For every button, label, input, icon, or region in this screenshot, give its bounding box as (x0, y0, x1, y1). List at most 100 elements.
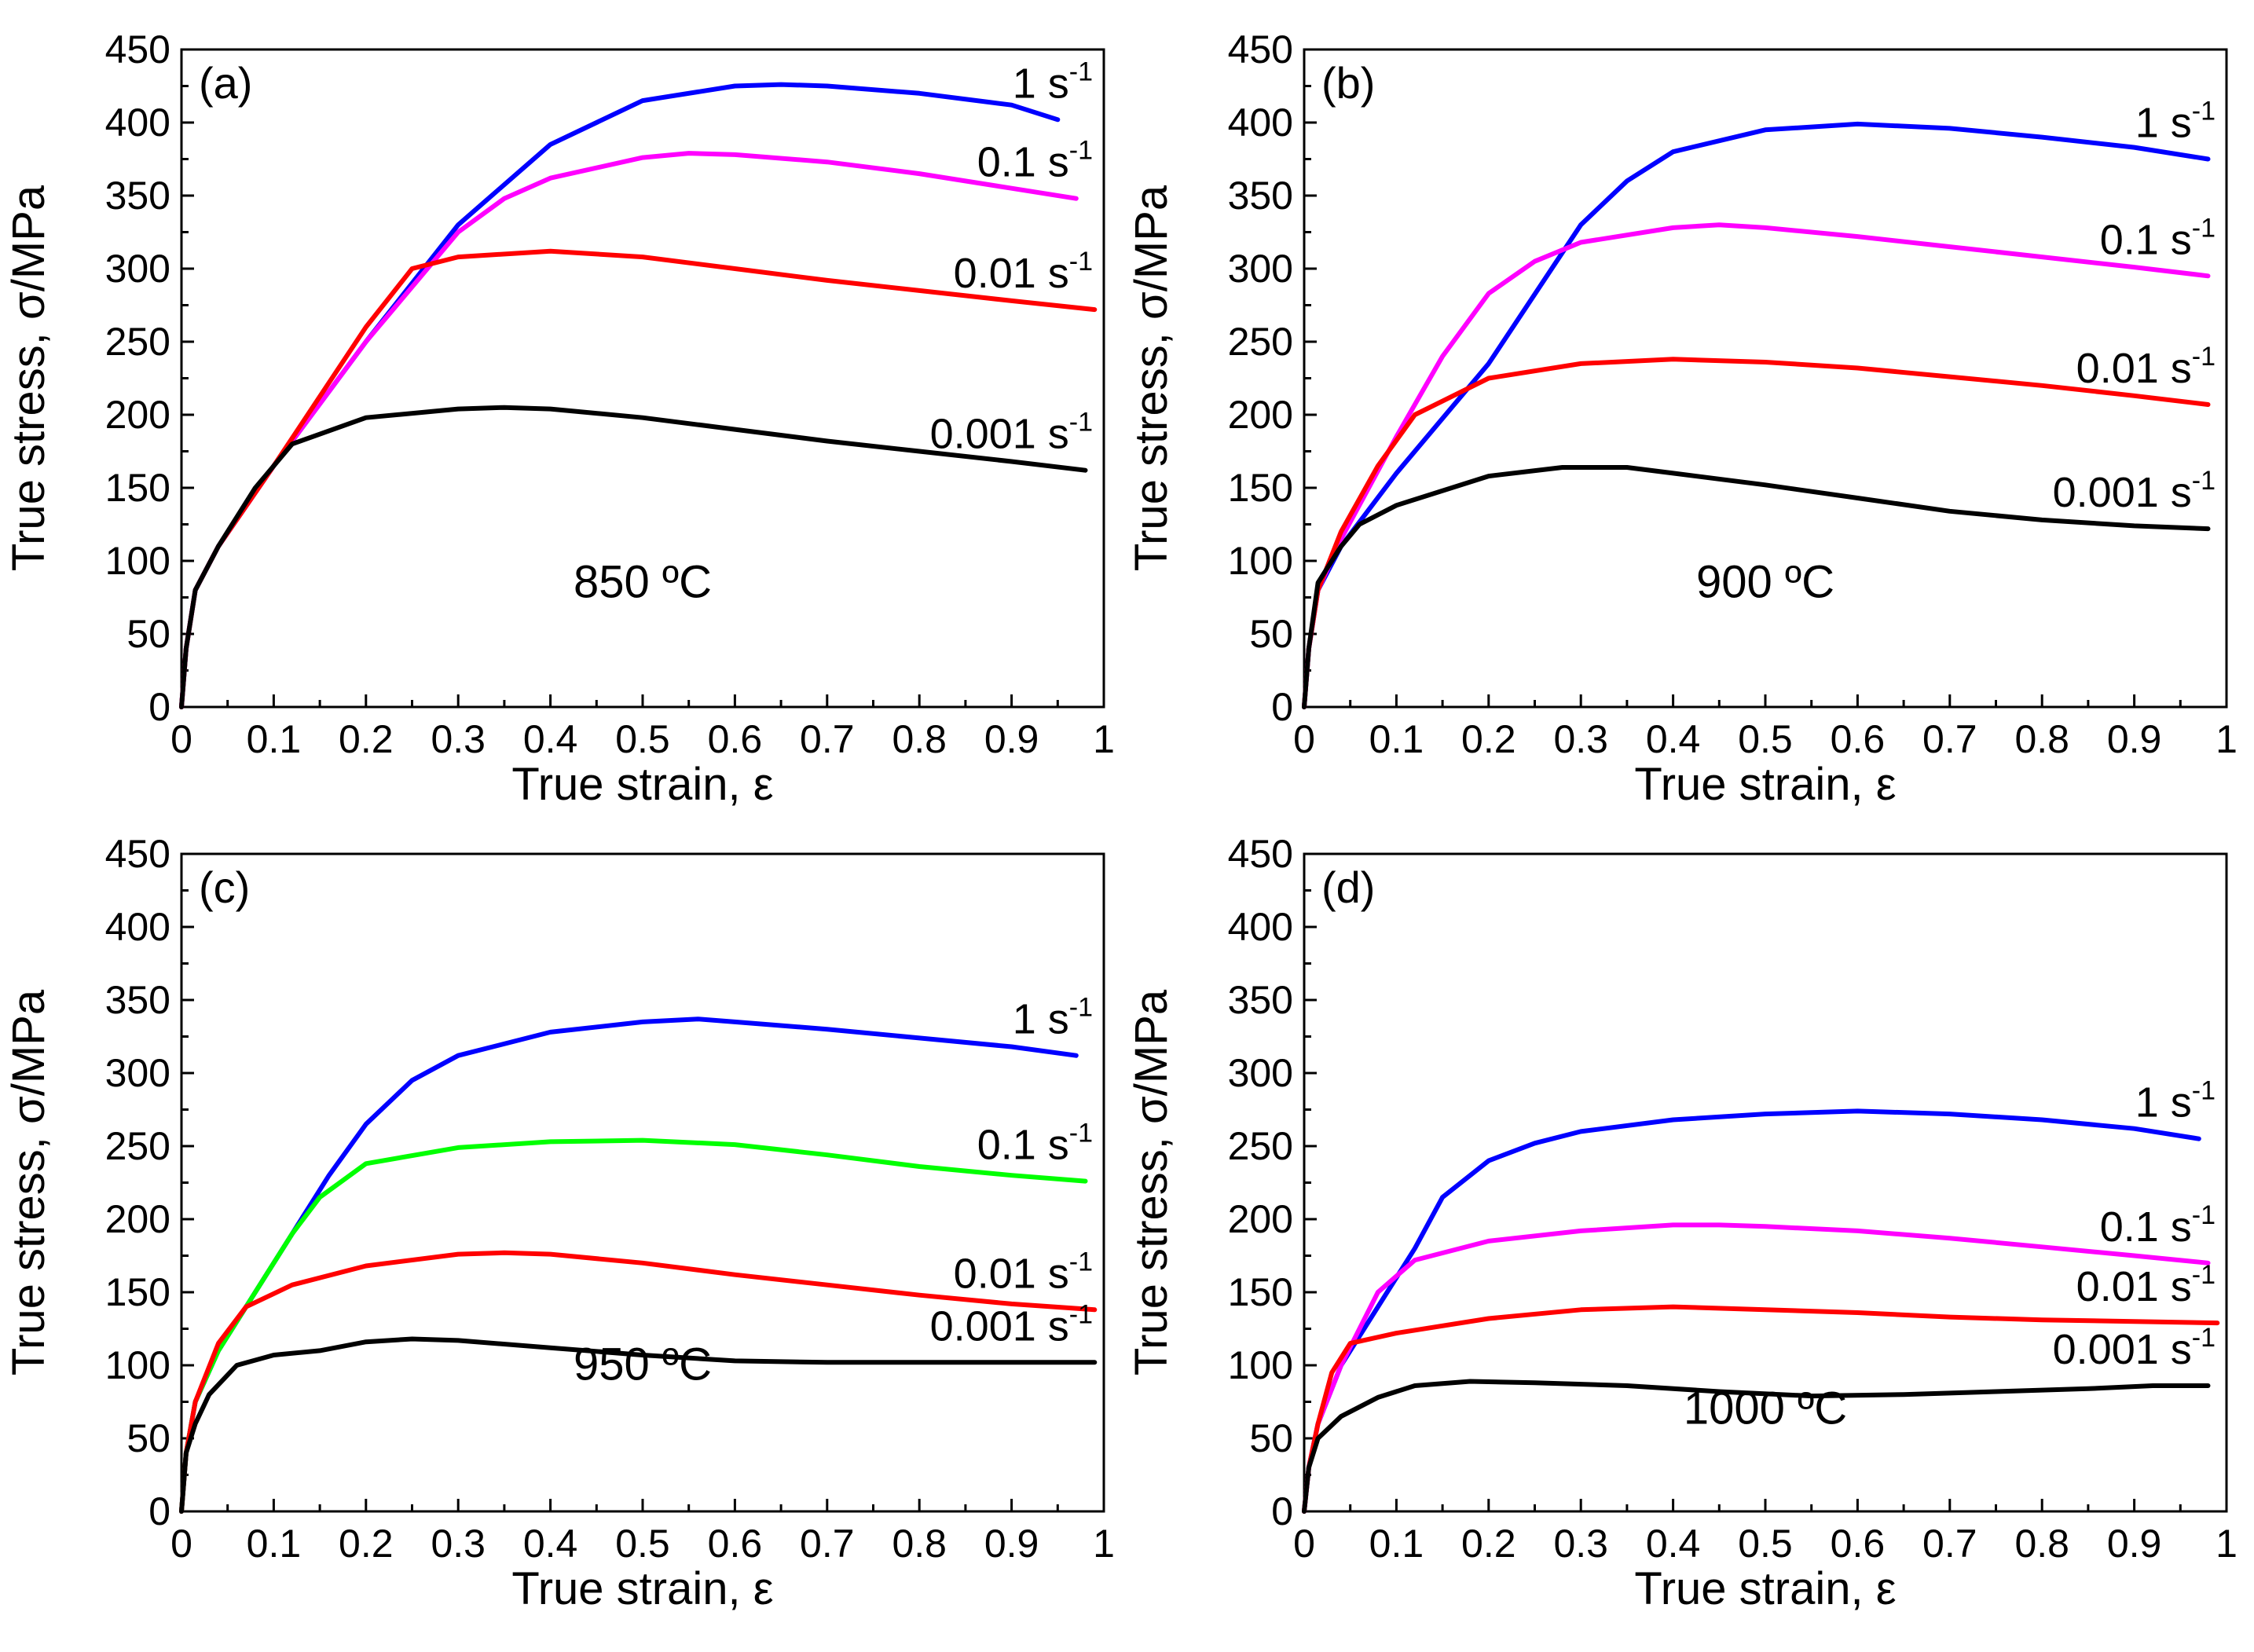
y-tick-label: 350 (1228, 978, 1293, 1022)
y-axis-title: True stress, σ/MPa (3, 989, 54, 1375)
series-label-exponent: -1 (2192, 1260, 2216, 1290)
series-line (1302, 121, 2211, 709)
y-tick-label: 50 (1249, 1416, 1293, 1460)
x-tick-label: 0.9 (984, 1522, 1039, 1566)
series-label-text: 0.01 s (954, 250, 1069, 297)
y-tick-label: 0 (1271, 685, 1293, 729)
series-label-text: 0.001 s (2053, 1326, 2192, 1373)
x-tick-label: 0.6 (708, 717, 763, 761)
x-tick-label: 0.8 (892, 1522, 947, 1566)
series-label-text: 0.1 s (977, 1122, 1069, 1169)
y-tick-label: 50 (126, 612, 170, 656)
x-tick-label: 0.1 (1369, 1522, 1424, 1566)
x-tick-label: 0.5 (615, 1522, 670, 1566)
y-tick-label: 0 (148, 685, 170, 729)
y-axis-title: True stress, σ/MPa (3, 185, 54, 571)
series-label: 1 s-1 (1013, 993, 1093, 1043)
y-tick-label: 350 (105, 174, 170, 218)
x-tick-label: 0.6 (1831, 1522, 1886, 1566)
x-tick-label: 0 (170, 717, 192, 761)
series-line (179, 1336, 1098, 1514)
x-tick-label: 0.5 (1738, 717, 1793, 761)
y-tick-label: 200 (105, 393, 170, 437)
series-label-text: 0.1 s (2100, 1203, 2192, 1251)
series-label-exponent: -1 (1069, 57, 1093, 86)
y-tick-label: 300 (105, 1051, 170, 1095)
y-tick-label: 400 (105, 905, 170, 949)
series-line (179, 82, 1061, 709)
y-tick-label: 450 (1228, 27, 1293, 71)
series-label-exponent: -1 (1069, 408, 1093, 438)
y-tick-label: 150 (105, 466, 170, 510)
x-axis-title: True strain, ε (511, 1563, 773, 1614)
series-label: 0.1 s-1 (2100, 1200, 2216, 1251)
series-label-text: 0.001 s (2053, 469, 2192, 516)
y-tick-label: 100 (105, 539, 170, 583)
x-axis-title: True strain, ε (1634, 1563, 1896, 1614)
series-label: 0.001 s-1 (2053, 466, 2216, 516)
y-tick-label: 200 (1228, 1197, 1293, 1241)
series-label-text: 1 s (2135, 1079, 2192, 1126)
x-axis-title: True strain, ε (511, 759, 773, 810)
series-label-text: 0.01 s (2076, 1263, 2192, 1310)
chart-panel-a: 0 0.1 0.2 0.3 0.4 0.5 0.6 0.7 0.8 0.9 1 0 50 100 150 20… (3, 27, 1115, 810)
y-tick-label: 150 (1228, 1270, 1293, 1314)
y-tick-label: 200 (105, 1197, 170, 1241)
series-label-exponent: -1 (2192, 1323, 2216, 1353)
series-label: 1 s-1 (1013, 57, 1093, 107)
x-tick-label: 0.4 (1646, 717, 1701, 761)
series-label-exponent: -1 (2192, 1200, 2216, 1230)
y-tick-label: 100 (1228, 1343, 1293, 1387)
x-tick-label: 1 (1093, 717, 1115, 761)
y-tick-label: 250 (1228, 1124, 1293, 1168)
series-label-exponent: -1 (1069, 1247, 1093, 1277)
y-tick-label: 0 (1271, 1489, 1293, 1533)
panel-label: (b) (1321, 58, 1375, 108)
x-tick-label: 0.5 (615, 717, 670, 761)
y-tick-label: 0 (148, 1489, 170, 1533)
x-tick-label: 0.7 (800, 1522, 855, 1566)
series-label: 0.1 s-1 (2100, 213, 2216, 263)
series-label-exponent: -1 (1069, 993, 1093, 1023)
series-label-exponent: -1 (2192, 213, 2216, 243)
y-tick-label: 50 (1249, 612, 1293, 656)
series-line (179, 1016, 1079, 1514)
y-tick-label: 450 (1228, 832, 1293, 876)
series-label: 0.01 s-1 (954, 247, 1093, 297)
series-label-exponent: -1 (1069, 136, 1093, 166)
series-line (1302, 1304, 2220, 1514)
y-tick-label: 250 (1228, 320, 1293, 364)
y-tick-label: 350 (105, 978, 170, 1022)
x-tick-label: 0.2 (339, 1522, 394, 1566)
y-tick-label: 250 (105, 1124, 170, 1168)
x-tick-label: 0.4 (1646, 1522, 1701, 1566)
y-tick-label: 250 (105, 320, 170, 364)
series-label-text: 0.1 s (977, 139, 1069, 186)
series-label-exponent: -1 (2192, 342, 2216, 372)
x-tick-label: 1 (2216, 717, 2238, 761)
x-tick-label: 0.8 (892, 717, 947, 761)
chart-panel-c: 0 0.1 0.2 0.3 0.4 0.5 0.6 0.7 0.8 0.9 1 0 50 100 150 20… (3, 832, 1115, 1614)
x-tick-label: 0.9 (984, 717, 1039, 761)
series-line (179, 405, 1088, 709)
series-label-exponent: -1 (1069, 1299, 1093, 1329)
x-tick-label: 0.3 (431, 717, 486, 761)
series-line (1302, 222, 2211, 709)
y-tick-label: 450 (105, 27, 170, 71)
series-label-text: 0.001 s (930, 1302, 1069, 1350)
x-tick-label: 1 (1093, 1522, 1115, 1566)
series-label-exponent: -1 (1069, 1119, 1093, 1148)
temperature-label: 900 ºC (1696, 557, 1834, 608)
temperature-label: 850 ºC (574, 557, 712, 608)
y-tick-label: 450 (105, 832, 170, 876)
y-tick-label: 100 (1228, 539, 1293, 583)
series-label: 0.001 s-1 (930, 1299, 1093, 1350)
series-line (1302, 1379, 2211, 1514)
y-tick-label: 100 (105, 1343, 170, 1387)
panel-label: (a) (199, 58, 252, 108)
series-label-text: 1 s (2135, 100, 2192, 147)
series-label-text: 1 s (1013, 996, 1069, 1043)
x-tick-label: 0 (1293, 717, 1315, 761)
x-tick-label: 0.2 (1461, 1522, 1516, 1566)
